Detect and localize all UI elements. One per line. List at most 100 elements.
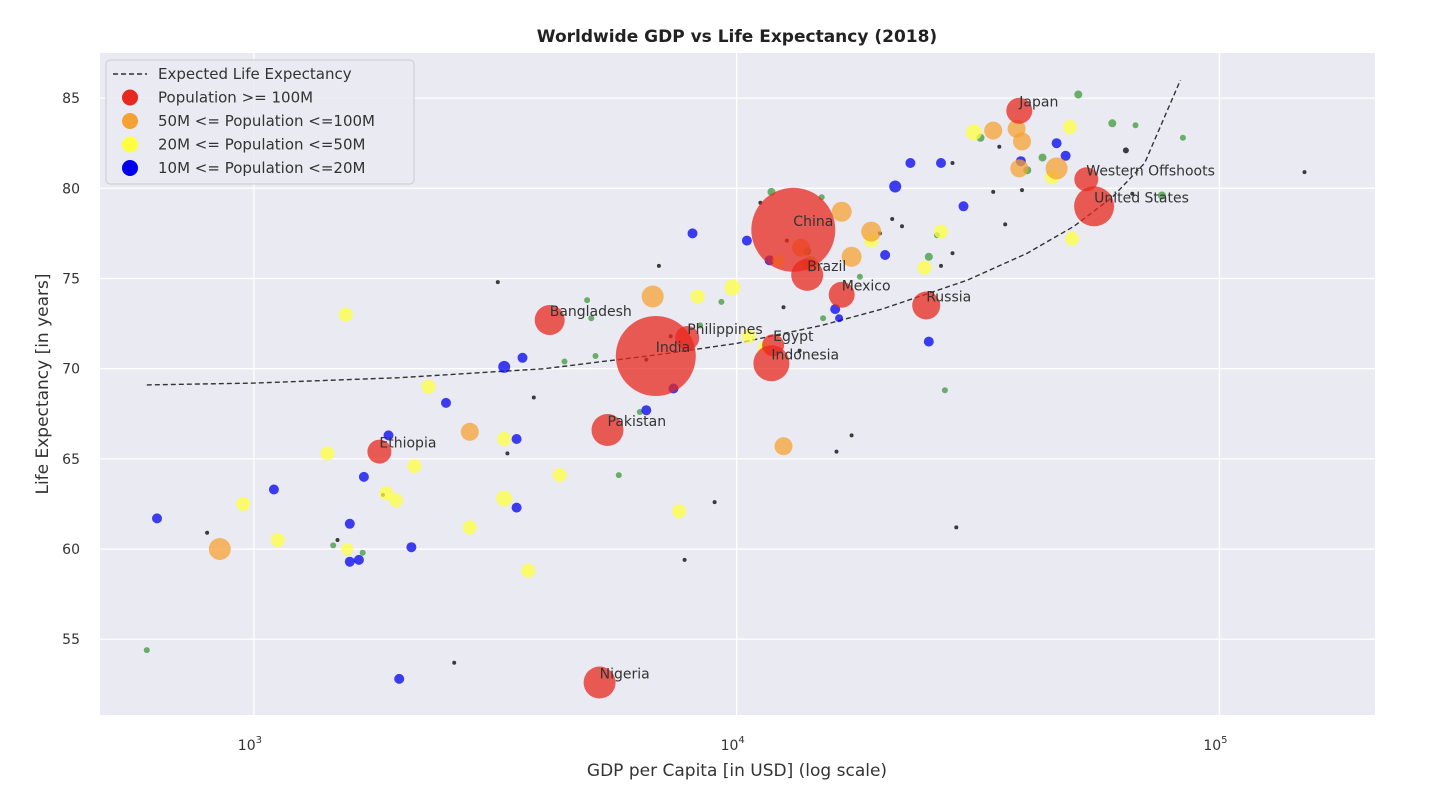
point-67 <box>152 513 162 524</box>
point-86 <box>584 297 591 304</box>
legend-marker-2 <box>122 113 138 129</box>
point-113 <box>781 305 786 310</box>
point-65 <box>344 556 355 567</box>
point-47 <box>687 228 698 239</box>
legend-label-2: 50M <= Population <=100M <box>158 112 375 130</box>
point-56 <box>641 405 652 416</box>
point-129 <box>335 538 340 542</box>
legend-box <box>105 59 415 185</box>
point-9 <box>460 422 479 441</box>
x-tick-label-0: 103 <box>238 735 262 754</box>
legend-label-1: Population >= 100M <box>158 89 313 107</box>
point-22 <box>690 289 705 304</box>
point-western-offshoots <box>1074 167 1099 192</box>
label-china: China <box>793 214 833 230</box>
point-pakistan <box>591 414 624 446</box>
point-41 <box>889 180 902 193</box>
point-120 <box>505 451 510 456</box>
x-tick-exp-0: 3 <box>256 735 262 746</box>
label-brazil: Brazil <box>807 259 846 275</box>
point-7 <box>841 246 862 267</box>
legend-label-3: 20M <= Population <=50M <box>158 136 365 154</box>
point-105 <box>950 161 955 165</box>
point-united-states <box>1074 186 1115 227</box>
label-egypt: Egypt <box>773 329 814 345</box>
point-116 <box>656 263 661 268</box>
point-100 <box>1130 191 1135 196</box>
point-112 <box>950 251 955 256</box>
legend-label-4: 10M <= Population <=20M <box>158 159 365 177</box>
point-38 <box>521 563 536 578</box>
point-5 <box>831 201 852 222</box>
point-64 <box>344 518 355 529</box>
point-33 <box>496 490 513 507</box>
point-97 <box>941 387 948 394</box>
x-tick-base-2: 10 <box>1203 738 1221 754</box>
point-71 <box>1074 90 1083 99</box>
point-72 <box>1108 119 1117 128</box>
point-17 <box>1065 231 1079 246</box>
point-73 <box>1132 122 1139 129</box>
point-india <box>615 316 696 396</box>
point-93 <box>615 472 622 479</box>
point-53 <box>517 352 528 363</box>
x-axis-label: GDP per Capita [in USD] (log scale) <box>587 761 887 781</box>
point-103 <box>1003 222 1008 227</box>
point-russia <box>912 291 941 320</box>
point-4 <box>1045 157 1068 180</box>
point-78 <box>1157 191 1166 200</box>
point-11 <box>208 538 231 560</box>
point-mexico <box>828 281 855 308</box>
label-western-offshoots: Western Offshoots <box>1086 163 1215 179</box>
y-tick-label-2: 65 <box>62 452 80 468</box>
point-111 <box>939 263 943 268</box>
x-tick-exp-1: 4 <box>738 735 744 746</box>
point-29 <box>552 468 567 483</box>
label-united-states: United States <box>1094 190 1189 206</box>
point-119 <box>531 395 536 400</box>
point-6 <box>861 221 882 242</box>
label-india: India <box>656 340 690 356</box>
point-36 <box>270 533 285 547</box>
label-mexico: Mexico <box>842 279 891 295</box>
point-91 <box>592 353 599 359</box>
point-104 <box>1020 188 1024 193</box>
point-21 <box>724 279 741 296</box>
label-nigeria: Nigeria <box>600 667 650 683</box>
point-indonesia <box>753 345 790 382</box>
y-tick-label-0: 55 <box>62 632 80 648</box>
y-tick-label-6: 85 <box>62 91 80 107</box>
label-indonesia: Indonesia <box>771 347 839 363</box>
point-70 <box>835 314 844 323</box>
point-2 <box>1013 132 1031 151</box>
legend-marker-4 <box>122 160 138 176</box>
point-76 <box>1038 153 1047 162</box>
point-30 <box>497 432 512 446</box>
data-points <box>143 90 1307 699</box>
point-37 <box>341 543 354 555</box>
label-russia: Russia <box>926 290 971 306</box>
point-122 <box>834 449 839 454</box>
point-99 <box>1122 147 1129 154</box>
label-ethiopia: Ethiopia <box>379 436 436 452</box>
point-85 <box>718 298 725 305</box>
point-china <box>751 187 836 272</box>
point-95 <box>359 549 366 556</box>
point-ethiopia <box>367 439 392 464</box>
point-3 <box>1010 159 1029 178</box>
point-14 <box>965 124 982 141</box>
point-42 <box>905 158 916 168</box>
point-japan <box>1006 97 1033 124</box>
label-pakistan: Pakistan <box>608 414 667 430</box>
label-philippines: Philippines <box>687 322 762 338</box>
chart-title: Worldwide GDP vs Life Expectancy (2018) <box>537 27 937 47</box>
point-92 <box>636 409 643 415</box>
point-39 <box>672 504 687 519</box>
point-102 <box>991 189 996 194</box>
point-121 <box>849 433 854 438</box>
point-88 <box>820 315 827 322</box>
point-126 <box>452 660 457 665</box>
legend-label-0: Expected Life Expectancy <box>158 65 352 83</box>
x-tick-base-1: 10 <box>721 738 739 754</box>
point-114 <box>797 348 802 353</box>
